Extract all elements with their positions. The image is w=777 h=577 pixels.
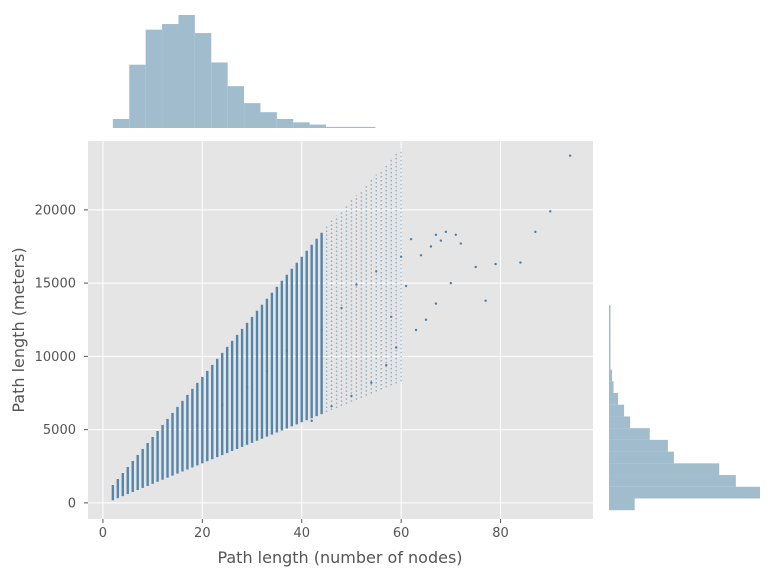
scatter-point (549, 210, 552, 213)
right-histogram-bar (609, 475, 736, 487)
x-tick-label: 80 (492, 526, 509, 541)
right-histogram-bar (609, 439, 668, 452)
top-histogram-bar (178, 15, 195, 128)
scatter-point (389, 315, 393, 319)
dense-point-band (111, 148, 402, 501)
y-tick-labels: 0 5000 10000 15000 20000 (35, 203, 88, 511)
scatter-point (285, 349, 289, 352)
scatter-point (484, 299, 487, 302)
right-marginal-histogram (609, 305, 760, 511)
scatter-point (519, 261, 522, 264)
scatter-point (245, 385, 249, 389)
scatter-point (439, 239, 443, 242)
top-histogram-bar (309, 124, 327, 128)
right-histogram-bar (609, 305, 611, 332)
top-histogram-bar (293, 122, 310, 128)
right-histogram-bar (609, 416, 631, 429)
top-histogram-bar (227, 86, 245, 128)
scatter-point (454, 233, 458, 236)
scatter-point (375, 270, 378, 273)
right-histogram-bar (609, 369, 613, 382)
scatter-point (429, 245, 433, 248)
top-histogram-bar (276, 118, 294, 128)
scatter-panel: 0 20 40 60 80 0 5000 10000 15000 20000 (35, 141, 593, 541)
scatter-point (409, 237, 413, 241)
scatter-point (404, 284, 408, 288)
y-tick-label: 0 (68, 496, 76, 511)
y-axis-label: Path length (meters) (9, 247, 28, 412)
y-tick-label: 5000 (43, 423, 76, 438)
right-histogram-bar (609, 498, 635, 511)
top-histogram-bar (129, 64, 146, 128)
scatter-point (434, 302, 438, 305)
scatter-point (399, 255, 403, 258)
scatter-point (419, 254, 423, 257)
scatter-point (414, 328, 418, 332)
right-histogram-bar (609, 486, 760, 499)
scatter-point (340, 306, 343, 310)
top-histogram-bar (244, 103, 261, 128)
top-histogram-bar (112, 118, 130, 128)
scatter-point (568, 154, 572, 157)
scatter-point (444, 230, 448, 234)
top-histogram-bar (326, 126, 343, 128)
scatter-point (424, 318, 428, 321)
scatter-point (320, 328, 323, 332)
right-histogram-bar (609, 393, 619, 405)
y-tick-label: 20000 (35, 203, 76, 218)
scatter-point (330, 404, 333, 408)
scatter-point (534, 230, 537, 234)
x-tick-label: 40 (293, 526, 310, 541)
top-histogram-bar (358, 126, 376, 128)
scatter-point (494, 262, 497, 266)
top-histogram-bar (342, 126, 359, 128)
scatter-point (394, 346, 398, 349)
right-histogram-bar (609, 404, 625, 417)
scatter-point (434, 233, 438, 236)
scatter-point (350, 394, 353, 398)
scatter-point (355, 283, 358, 286)
right-histogram-bar (609, 331, 611, 347)
x-tick-label: 0 (99, 526, 107, 541)
x-tick-labels: 0 20 40 60 80 (99, 519, 509, 541)
x-tick-label: 60 (393, 526, 410, 541)
x-tick-label: 20 (194, 526, 211, 541)
top-histogram-bar (211, 62, 228, 128)
x-axis-label: Path length (number of nodes) (217, 548, 462, 567)
scatter-point (449, 281, 453, 285)
right-histogram-bar (609, 451, 674, 464)
y-tick-label: 15000 (35, 277, 76, 292)
scatter-point (385, 363, 388, 367)
y-tick-label: 10000 (35, 350, 76, 365)
scatter-point (370, 381, 373, 384)
right-histogram-bar (609, 346, 611, 358)
top-histogram-bar (145, 29, 163, 128)
top-histogram-bar (162, 24, 179, 128)
right-histogram-bar (609, 357, 611, 370)
scatter-point (265, 369, 269, 373)
right-histogram-bar (609, 428, 650, 440)
scatter-point (474, 265, 477, 269)
scatter-point (221, 403, 224, 406)
right-histogram-bar (609, 463, 720, 476)
right-histogram-bar (609, 381, 614, 393)
outlier-points (196, 154, 572, 427)
top-marginal-histogram (112, 15, 376, 128)
top-histogram-bar (260, 112, 277, 128)
top-histogram-bar (194, 33, 212, 128)
scatter-point (196, 424, 199, 427)
scatter-point (459, 242, 462, 245)
scatter-point (310, 419, 313, 423)
